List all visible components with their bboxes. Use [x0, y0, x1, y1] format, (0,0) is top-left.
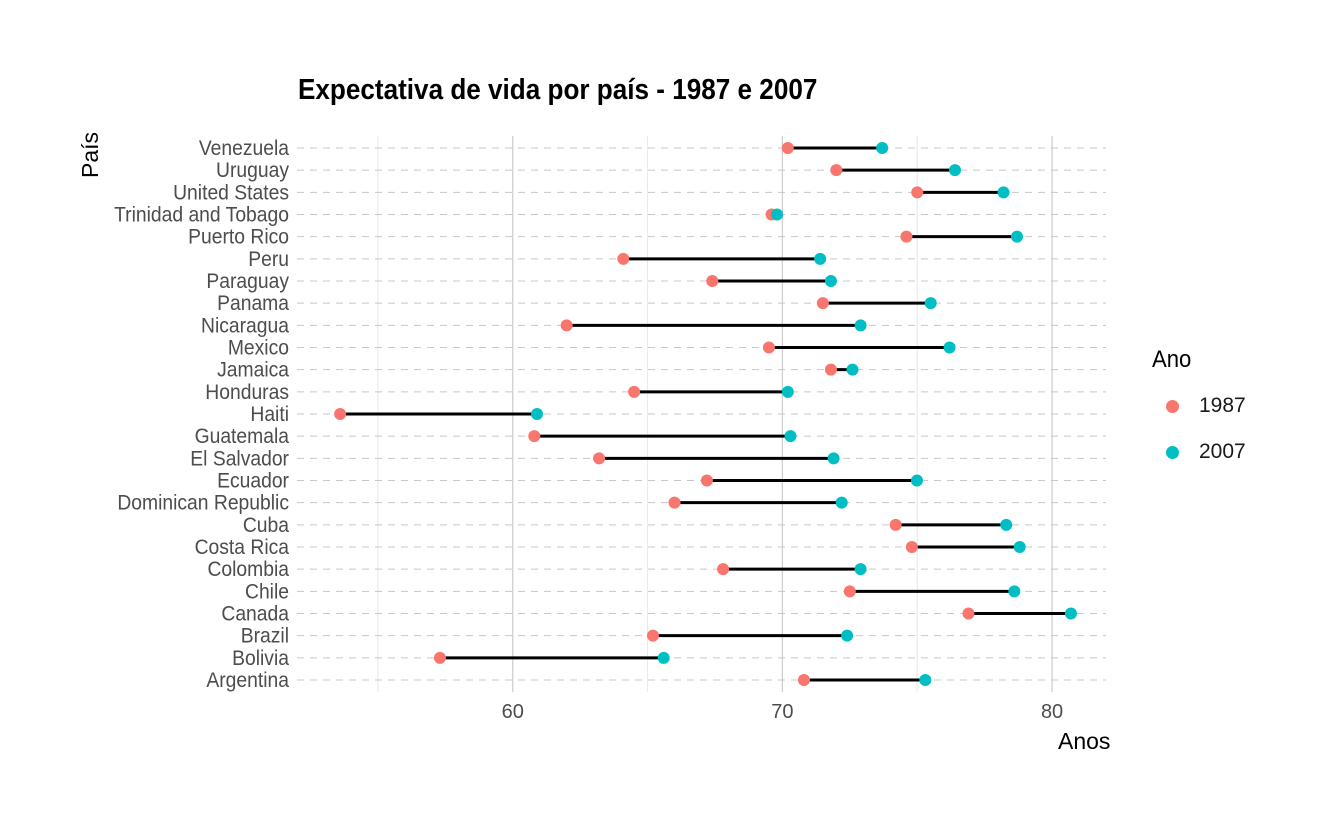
y-tick-label: Trinidad and Tobago — [114, 204, 289, 227]
point-1987 — [700, 474, 713, 487]
label-layer: 60 70 80ArgentinaBoliviaBrazilCanadaChileC… — [114, 137, 1063, 723]
point-layer — [334, 142, 1077, 686]
point-2007 — [835, 496, 848, 509]
y-tick-label: Panama — [217, 292, 290, 315]
point-2007 — [910, 474, 923, 487]
point-2007 — [854, 319, 867, 332]
y-tick-label: Canada — [221, 603, 289, 626]
chart-title: Expectativa de vida por país - 1987 e 20… — [298, 74, 818, 106]
y-tick-label: Guatemala — [195, 425, 290, 448]
point-1987 — [668, 496, 681, 509]
point-2007 — [876, 142, 889, 154]
point-1987 — [334, 408, 347, 420]
point-2007 — [919, 674, 932, 686]
y-tick-label: Jamaica — [217, 359, 290, 382]
point-1987 — [962, 607, 975, 620]
point-1987 — [433, 651, 446, 664]
y-tick-label: Puerto Rico — [188, 226, 289, 249]
y-tick-label: Brazil — [241, 625, 289, 648]
y-tick-label: Paraguay — [206, 270, 289, 293]
y-tick-label: United States — [173, 182, 289, 205]
y-tick-label: Chile — [245, 581, 289, 604]
legend-label-1987: 1987 — [1199, 394, 1246, 417]
point-2007 — [997, 186, 1010, 199]
point-2007 — [814, 252, 827, 265]
y-tick-label: El Salvador — [190, 448, 289, 471]
point-1987 — [830, 164, 843, 177]
y-tick-label: Honduras — [205, 381, 289, 404]
point-2007 — [1000, 518, 1013, 531]
point-1987 — [717, 563, 730, 576]
y-tick-label: Argentina — [206, 669, 289, 692]
point-1987 — [843, 585, 856, 598]
y-tick-label: Colombia — [207, 558, 289, 581]
segment-layer — [340, 146, 1071, 682]
legend-title: Ano — [1152, 346, 1192, 373]
y-tick-label: Costa Rica — [195, 536, 290, 559]
y-axis-title: País — [77, 131, 103, 178]
point-1987 — [560, 319, 573, 332]
point-2007 — [784, 430, 797, 443]
legend-item-2007: 2007 — [1166, 440, 1246, 464]
point-1987 — [824, 363, 837, 376]
y-tick-label: Venezuela — [199, 137, 290, 160]
x-tick-label: 80 — [1041, 701, 1063, 723]
point-2007 — [781, 385, 794, 398]
x-tick-label: 70 — [771, 701, 793, 723]
y-tick-label: Haiti — [250, 403, 289, 426]
point-2007 — [824, 275, 837, 287]
point-2007 — [1064, 607, 1077, 620]
point-1987 — [628, 385, 641, 398]
legend-marker-2007 — [1166, 445, 1179, 459]
x-tick-label: 60 — [502, 701, 524, 723]
point-1987 — [706, 275, 719, 287]
point-1987 — [617, 252, 630, 265]
y-tick-label: Cuba — [243, 514, 290, 537]
point-1987 — [889, 518, 902, 531]
y-tick-label: Bolivia — [232, 647, 290, 670]
y-tick-label: Ecuador — [217, 470, 289, 493]
point-1987 — [593, 452, 606, 465]
legend-item-1987: 1987 — [1166, 394, 1246, 418]
point-2007 — [531, 408, 544, 420]
y-tick-label: Nicaragua — [201, 315, 290, 338]
point-2007 — [943, 341, 956, 354]
point-2007 — [924, 297, 937, 310]
legend-marker-1987 — [1166, 399, 1179, 413]
point-2007 — [827, 452, 840, 465]
y-tick-label: Mexico — [228, 337, 289, 360]
point-1987 — [646, 629, 659, 642]
y-tick-label: Dominican Republic — [117, 492, 289, 515]
legend-label-2007: 2007 — [1199, 440, 1246, 463]
point-1987 — [900, 230, 913, 243]
point-2007 — [841, 629, 854, 642]
point-1987 — [905, 541, 918, 553]
point-1987 — [816, 297, 829, 310]
point-2007 — [657, 651, 670, 664]
point-2007 — [1008, 585, 1021, 598]
point-2007 — [846, 363, 859, 376]
y-tick-label: Uruguay — [216, 159, 290, 182]
point-2007 — [1011, 230, 1024, 243]
point-1987 — [762, 341, 775, 354]
point-1987 — [797, 674, 810, 686]
grid-layer — [297, 136, 1106, 692]
y-tick-label: Peru — [248, 248, 289, 271]
point-2007 — [948, 164, 961, 177]
x-axis-title: Anos — [1058, 728, 1111, 754]
point-1987 — [528, 430, 541, 443]
point-1987 — [781, 142, 794, 154]
point-2007 — [771, 208, 784, 221]
point-2007 — [854, 563, 867, 576]
point-2007 — [1013, 541, 1026, 553]
point-1987 — [911, 186, 924, 199]
